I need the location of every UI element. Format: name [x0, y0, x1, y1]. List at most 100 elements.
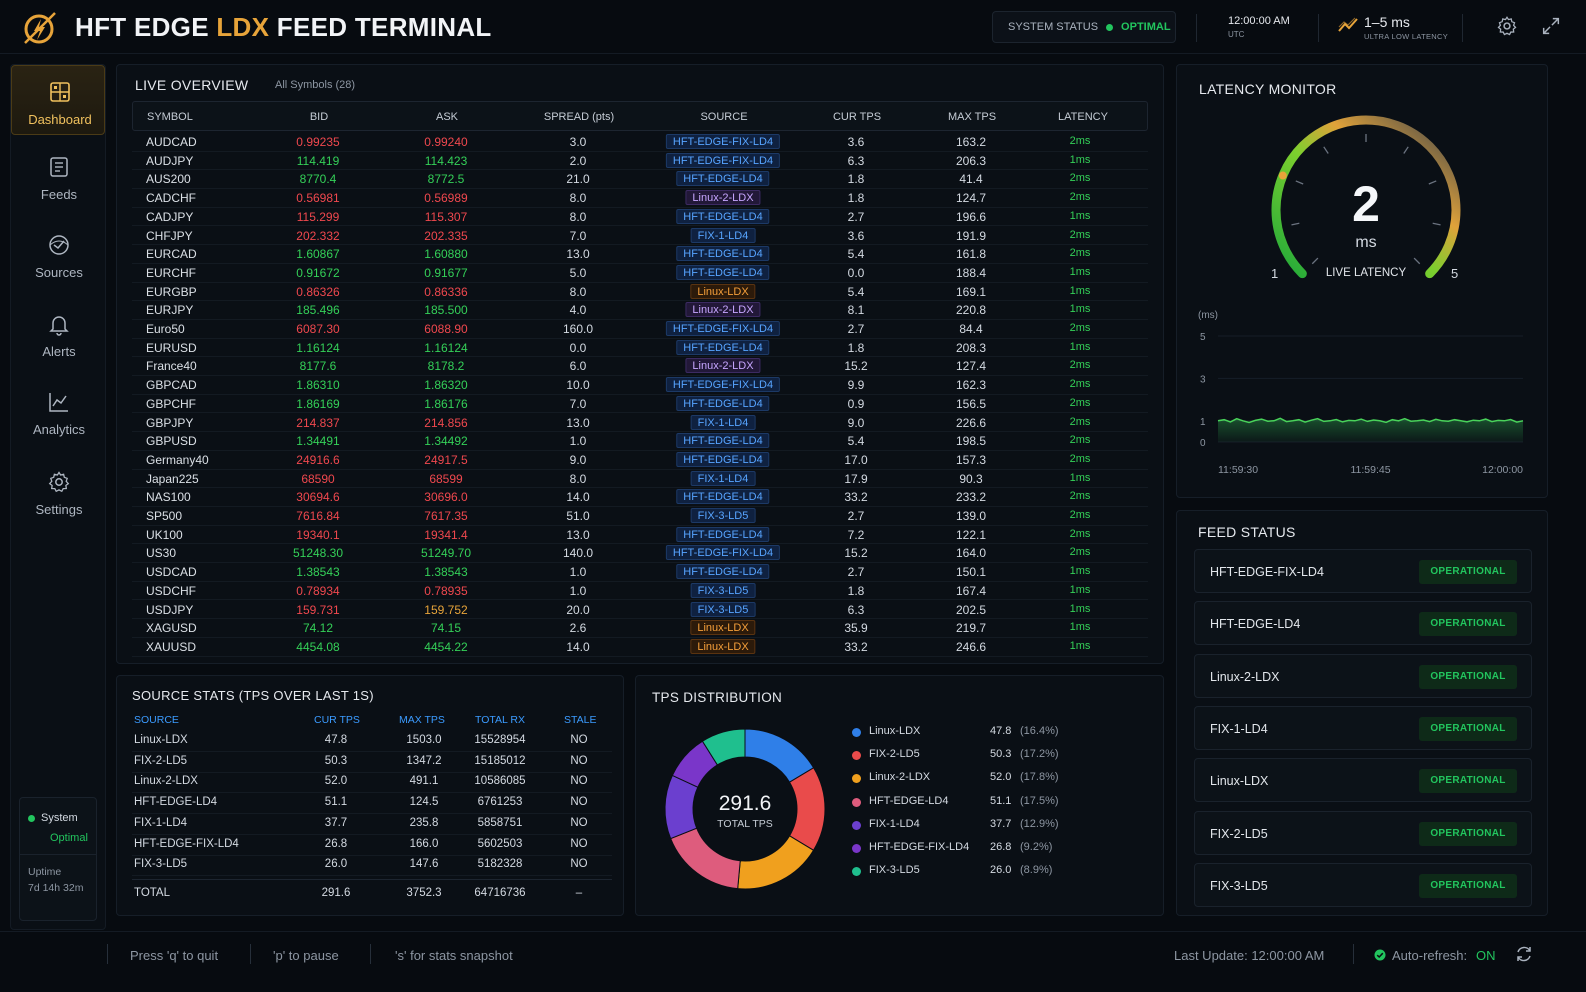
- donut-slice-linux-2-ldx[interactable]: [737, 835, 815, 890]
- column-header[interactable]: MAX TPS: [399, 714, 445, 726]
- feed-status-item[interactable]: HFT-EDGE-LD4 OPERATIONAL: [1194, 601, 1532, 646]
- table-row[interactable]: Germany40 24916.6 24917.5 9.0 HFT-EDGE-LD4 17…: [132, 451, 1148, 470]
- feed-name: FIX-2-LD5: [1210, 826, 1268, 841]
- table-row[interactable]: Japan225 68590 68599 8.0 FIX-1-LD4 17.9 90.3 1m…: [132, 470, 1148, 489]
- donut-slice-fix-3-ld5[interactable]: [701, 728, 746, 766]
- sidebar-item-dashboard[interactable]: Dashboard: [11, 65, 105, 135]
- table-row[interactable]: AUS200 8770.4 8772.5 21.0 HFT-EDGE-LD4 1.8 41.…: [132, 170, 1148, 190]
- bid-cell: 202.332: [296, 228, 340, 243]
- symbol-cell: CADCHF: [146, 191, 196, 206]
- symbol-cell: USDCAD: [146, 565, 197, 580]
- table-row[interactable]: USDCHF 0.78934 0.78935 1.0 FIX-3-LD5 1.8 167.4…: [132, 582, 1148, 601]
- stat-cell-total: 5602503: [477, 837, 523, 850]
- column-header[interactable]: LATENCY: [1058, 111, 1108, 123]
- table-row[interactable]: GBPUSD 1.34491 1.34492 1.0 HFT-EDGE-LD4 5.4 19…: [132, 432, 1148, 451]
- spread-cell: 8.0: [569, 284, 587, 299]
- column-header[interactable]: SYMBOL: [147, 111, 193, 123]
- gear-icon[interactable]: [1496, 15, 1518, 37]
- stat-cell-total: 5182328: [477, 858, 523, 871]
- column-header[interactable]: CUR TPS: [832, 111, 882, 123]
- feed-status-item[interactable]: Linux-LDX OPERATIONAL: [1194, 758, 1532, 803]
- table-row[interactable]: EURJPY 185.496 185.500 4.0 Linux-2-LDX 8.1 220…: [132, 301, 1148, 320]
- symbol-cell: US30: [146, 546, 177, 561]
- refresh-icon[interactable]: [1514, 944, 1534, 964]
- latency-cell: 2ms: [1069, 135, 1091, 147]
- table-row[interactable]: Euro50 6087.30 6088.90 160.0 HFT-EDGE-FIX-LD…: [132, 320, 1148, 339]
- symbol-count[interactable]: All Symbols (28): [275, 79, 356, 91]
- column-header[interactable]: STALE: [564, 714, 597, 726]
- table-row[interactable]: USDJPY 159.731 159.752 20.0 FIX-3-LD5 6.3 202.…: [132, 601, 1148, 620]
- table-row[interactable]: NAS100 30694.6 30696.0 14.0 HFT-EDGE-LD4 33.2…: [132, 488, 1148, 507]
- stat-cell-total: 10586085: [474, 775, 526, 788]
- table-row[interactable]: UK100 19340.1 19341.4 13.0 HFT-EDGE-LD4 7.2 12…: [132, 526, 1148, 545]
- column-header[interactable]: TOTAL RX: [475, 714, 525, 726]
- latency-gauge: [1271, 115, 1461, 279]
- table-row[interactable]: US30 51248.30 51249.70 140.0 HFT-EDGE-FIX-LD…: [132, 544, 1148, 564]
- spread-cell: 14.0: [566, 490, 590, 505]
- table-row[interactable]: GBPCHF 1.86169 1.86176 7.0 HFT-EDGE-LD4 0.9 15…: [132, 395, 1148, 414]
- sidebar-item-analytics[interactable]: Analytics: [11, 376, 107, 446]
- table-row[interactable]: GBPJPY 214.837 214.856 13.0 FIX-1-LD4 9.0 226.…: [132, 414, 1148, 433]
- table-row[interactable]: EURUSD 1.16124 1.16124 0.0 HFT-EDGE-LD4 1.8 20…: [132, 339, 1148, 358]
- app-title: HFT EDGE LDX FEED TERMINAL: [75, 12, 492, 42]
- table-row[interactable]: EURCHF 0.91672 0.91677 5.0 HFT-EDGE-LD4 0.0 18…: [132, 264, 1148, 283]
- column-header[interactable]: CUR TPS: [314, 714, 360, 726]
- legend-value: 26.8: [990, 841, 1012, 853]
- table-row[interactable]: GBPCAD 1.86310 1.86320 10.0 HFT-EDGE-FIX-LD4…: [132, 376, 1148, 395]
- feed-name: FIX-3-LD5: [1210, 878, 1268, 893]
- column-header[interactable]: ASK: [435, 111, 459, 123]
- table-row[interactable]: AUDCAD 0.99235 0.99240 3.0 HFT-EDGE-FIX-LD4 3…: [132, 133, 1148, 152]
- feed-status-item[interactable]: FIX-1-LD4 OPERATIONAL: [1194, 705, 1532, 750]
- auto-refresh-value[interactable]: ON: [1476, 948, 1496, 963]
- gauge-tick: [1432, 222, 1441, 226]
- feed-status-item[interactable]: FIX-3-LD5 OPERATIONAL: [1194, 862, 1532, 907]
- divider: [20, 854, 96, 855]
- table-row[interactable]: SP500 7616.84 7617.35 51.0 FIX-3-LD5 2.7 139.0…: [132, 507, 1148, 526]
- status-badge: OPERATIONAL: [1419, 873, 1517, 898]
- footer-divider: [250, 944, 251, 964]
- footer-divider: [107, 944, 108, 964]
- spread-cell: 8.0: [569, 471, 587, 486]
- sidebar-item-feeds[interactable]: Feeds: [11, 141, 107, 211]
- column-header[interactable]: MAX TPS: [947, 111, 997, 123]
- source-tag: Linux-LDX: [690, 283, 756, 299]
- cur-tps-cell: 5.4: [847, 434, 865, 449]
- table-row[interactable]: EURGBP 0.86326 0.86336 8.0 Linux-LDX 5.4 169.1…: [132, 283, 1148, 302]
- sidebar-item-settings[interactable]: Settings: [11, 456, 107, 526]
- symbol-cell: GBPJPY: [146, 415, 194, 430]
- table-row[interactable]: USDCAD 1.38543 1.38543 1.0 HFT-EDGE-LD4 2.7 15…: [132, 563, 1148, 582]
- donut-slice-hft-edge-ld4[interactable]: [670, 827, 741, 890]
- cur-tps-cell: 2.7: [847, 322, 865, 336]
- table-row[interactable]: EURCAD 1.60867 1.60880 13.0 HFT-EDGE-LD4 5.4 1…: [132, 245, 1148, 264]
- max-tps-cell: 206.3: [955, 153, 987, 168]
- column-header[interactable]: BID: [309, 111, 329, 123]
- sidebar-item-sources[interactable]: Sources: [11, 219, 107, 289]
- max-tps-cell: 188.4: [955, 265, 987, 280]
- table-row[interactable]: CHFJPY 202.332 202.335 7.0 FIX-1-LD4 3.6 191.9…: [132, 227, 1148, 246]
- table-row[interactable]: France40 8177.6 8178.2 6.0 Linux-2-LDX 15.2 12…: [132, 357, 1148, 377]
- table-row[interactable]: CADCHF 0.56981 0.56989 8.0 Linux-2-LDX 1.8 124…: [132, 189, 1148, 208]
- feed-name: HFT-EDGE-LD4: [1210, 617, 1301, 632]
- spread-cell: 140.0: [562, 546, 594, 561]
- column-header[interactable]: SOURCE: [700, 111, 748, 123]
- column-header[interactable]: SPREAD (pts): [543, 111, 615, 123]
- table-row[interactable]: XAGUSD 74.12 74.15 2.6 Linux-LDX 35.9 219.7 1ms: [132, 619, 1148, 638]
- feed-status-item[interactable]: FIX-2-LD5 OPERATIONAL: [1194, 810, 1532, 855]
- feed-status-item[interactable]: Linux-2-LDX OPERATIONAL: [1194, 653, 1532, 698]
- sidebar-item-alerts[interactable]: Alerts: [11, 298, 107, 368]
- cur-tps-cell: 35.9: [844, 621, 868, 636]
- legend-name: FIX-3-LD5: [869, 864, 920, 877]
- row-divider: [132, 854, 612, 856]
- donut-center-value: 291.6: [718, 792, 772, 815]
- bid-cell: 0.56981: [296, 191, 340, 206]
- column-header[interactable]: SOURCE: [134, 714, 179, 726]
- table-row[interactable]: CADJPY 115.299 115.307 8.0 HFT-EDGE-LD4 2.7 19…: [132, 208, 1148, 227]
- feed-status-item[interactable]: HFT-EDGE-FIX-LD4 OPERATIONAL: [1194, 549, 1532, 593]
- table-row[interactable]: XAUUSD 4454.08 4454.22 14.0 Linux-LDX 33.2 246…: [132, 638, 1148, 657]
- expand-icon[interactable]: [1540, 15, 1562, 37]
- latency-area: [1218, 418, 1523, 442]
- source-tag: Linux-2-LDX: [685, 358, 761, 374]
- table-row[interactable]: AUDJPY 114.419 114.423 2.0 HFT-EDGE-FIX-LD4 6…: [132, 152, 1148, 171]
- cur-tps-cell: 1.8: [847, 172, 865, 187]
- y-tick-label: 1: [1200, 417, 1206, 428]
